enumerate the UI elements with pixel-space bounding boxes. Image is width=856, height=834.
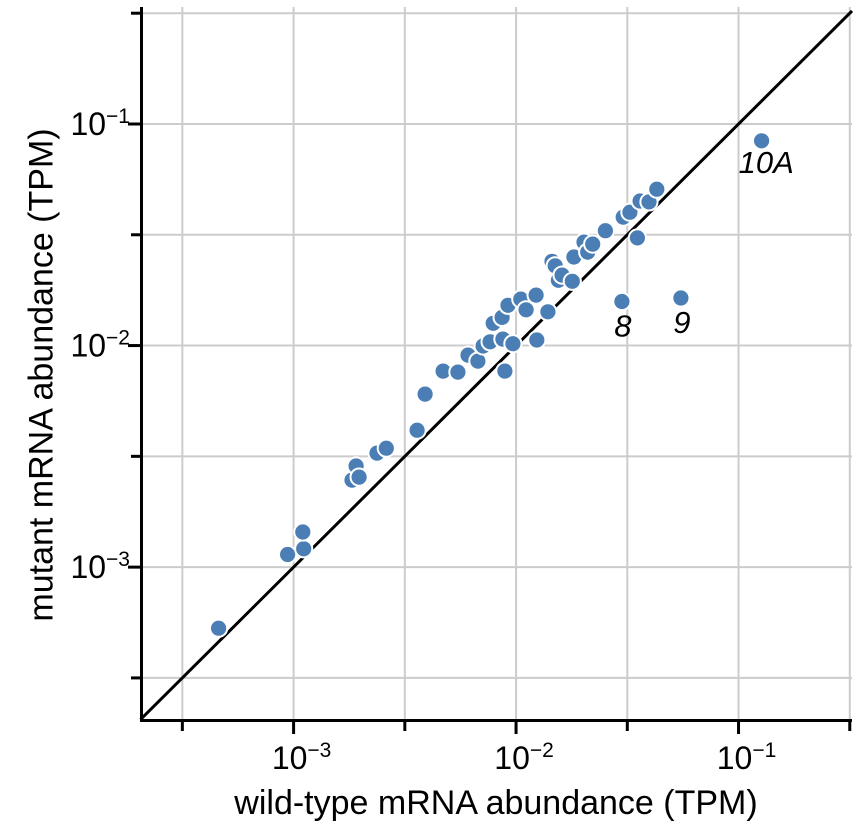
data-point: [415, 384, 435, 404]
x-tick-label: 10−2: [494, 739, 554, 776]
data-point: [376, 438, 396, 458]
data-point: [293, 522, 313, 542]
data-point: [527, 330, 547, 350]
x-tick-label: 10−1: [717, 739, 777, 776]
identity-line: [139, 9, 854, 721]
data-point: [538, 302, 558, 322]
point-label: 9: [673, 305, 690, 340]
data-point: [671, 288, 691, 308]
data-point: [595, 221, 616, 241]
data-point: [583, 234, 603, 254]
axis-ticks: [128, 11, 852, 734]
data-point: [526, 285, 546, 305]
x-tick-label: 10−3: [272, 739, 332, 776]
y-tick-label: 10−1: [70, 105, 130, 142]
scatter-points: [209, 131, 772, 638]
data-point: [349, 467, 369, 487]
y-tick-label: 10−2: [70, 327, 130, 364]
data-point: [627, 228, 648, 248]
gridlines: [140, 7, 852, 722]
y-axis-title: mutant mRNA abundance (TPM): [22, 128, 61, 622]
point-label: 10A: [739, 145, 794, 180]
data-point: [495, 361, 515, 381]
y-tick-label: 10−3: [70, 548, 130, 585]
x-axis-title: wild-type mRNA abundance (TPM): [234, 784, 758, 822]
data-point: [503, 334, 523, 354]
data-point: [278, 544, 298, 565]
data-point: [752, 131, 772, 151]
point-label: 8: [614, 309, 632, 344]
data-point: [516, 300, 536, 320]
tick-labels: 10−3 10−2 10−1 10−1 10−2 10−3: [70, 105, 776, 776]
data-point: [407, 420, 427, 440]
data-point: [294, 539, 314, 559]
data-point: [612, 291, 632, 312]
data-point: [448, 362, 468, 382]
data-point: [647, 179, 667, 199]
data-point: [209, 618, 229, 638]
data-point: [562, 271, 582, 291]
point-annotations: 8 9 10A: [614, 145, 793, 344]
axes-spines: [140, 7, 852, 722]
